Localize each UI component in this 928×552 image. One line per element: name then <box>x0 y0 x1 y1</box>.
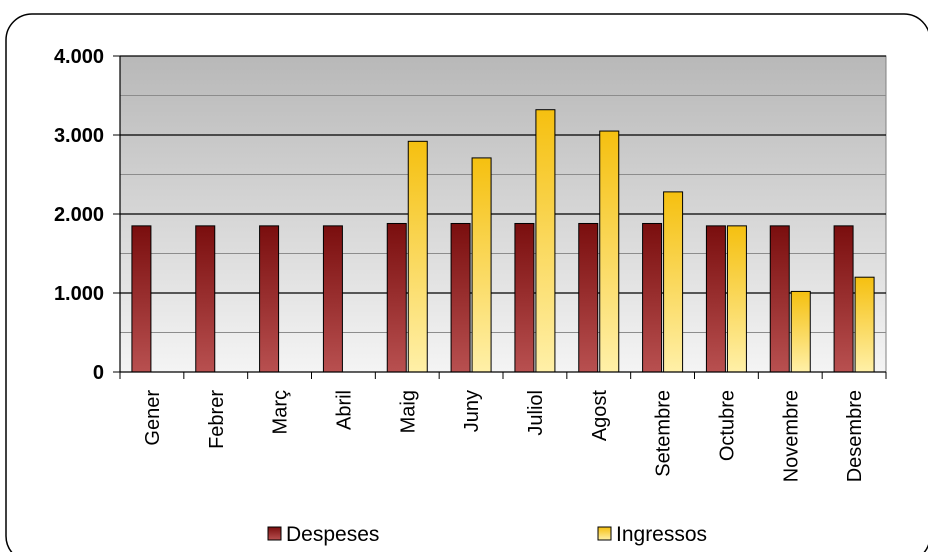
x-tick-label: Agost <box>589 390 611 442</box>
bar-despeses <box>833 225 854 373</box>
bar-despeses <box>259 225 280 373</box>
bar-ingressos <box>663 191 684 373</box>
bar-despeses <box>705 225 726 373</box>
bar-despeses <box>195 225 216 373</box>
bar-despeses <box>322 225 343 373</box>
legend-swatch-ingressos <box>597 526 612 541</box>
bar-ingressos <box>535 109 556 373</box>
y-tick-label: 4.000 <box>54 46 104 68</box>
x-tick-label: Novembre <box>780 390 802 482</box>
bar-ingressos <box>726 225 747 373</box>
bar-despeses <box>514 222 535 373</box>
bar-despeses <box>642 222 663 373</box>
y-axis-ticks: 0 1.000 2.000 3.000 4.000 <box>54 46 121 384</box>
x-tick-label: Juny <box>461 390 483 432</box>
x-tick-label: Setembre <box>653 390 675 477</box>
bar-despeses <box>450 222 471 373</box>
bar-ingressos <box>854 276 875 373</box>
bar-ingressos <box>790 290 811 373</box>
bar-despeses <box>386 222 407 373</box>
bar-despeses <box>131 225 152 373</box>
x-tick-label: Abril <box>333 390 355 430</box>
bar-ingressos <box>471 157 492 373</box>
x-tick-label: Gener <box>142 390 164 446</box>
x-tick-label: Maig <box>397 390 419 433</box>
bar-despeses <box>769 225 790 373</box>
y-tick-label: 2.000 <box>54 204 104 226</box>
x-axis: Gener Febrer Març Abril Maig Juny Juliol Agost S… <box>119 371 887 482</box>
x-tick-label: Octubre <box>716 390 738 461</box>
legend-swatch-despeses <box>267 526 282 541</box>
bars <box>131 109 875 373</box>
y-tick-label: 3.000 <box>54 125 104 147</box>
bar-ingressos <box>407 140 428 373</box>
x-tick-label: Febrer <box>206 390 228 449</box>
x-tick-label: Desembre <box>844 390 866 482</box>
y-tick-label: 0 <box>93 362 104 384</box>
legend-label-ingressos: Ingressos <box>616 523 707 546</box>
bar-ingressos <box>599 130 620 373</box>
x-tick-label: Març <box>270 390 292 434</box>
bar-despeses <box>578 222 599 373</box>
legend: Despeses Ingressos <box>267 523 707 546</box>
legend-label-despeses: Despeses <box>286 523 379 546</box>
y-tick-label: 1.000 <box>54 283 104 305</box>
x-tick-label: Juliol <box>525 390 547 436</box>
gridlines <box>120 55 886 333</box>
